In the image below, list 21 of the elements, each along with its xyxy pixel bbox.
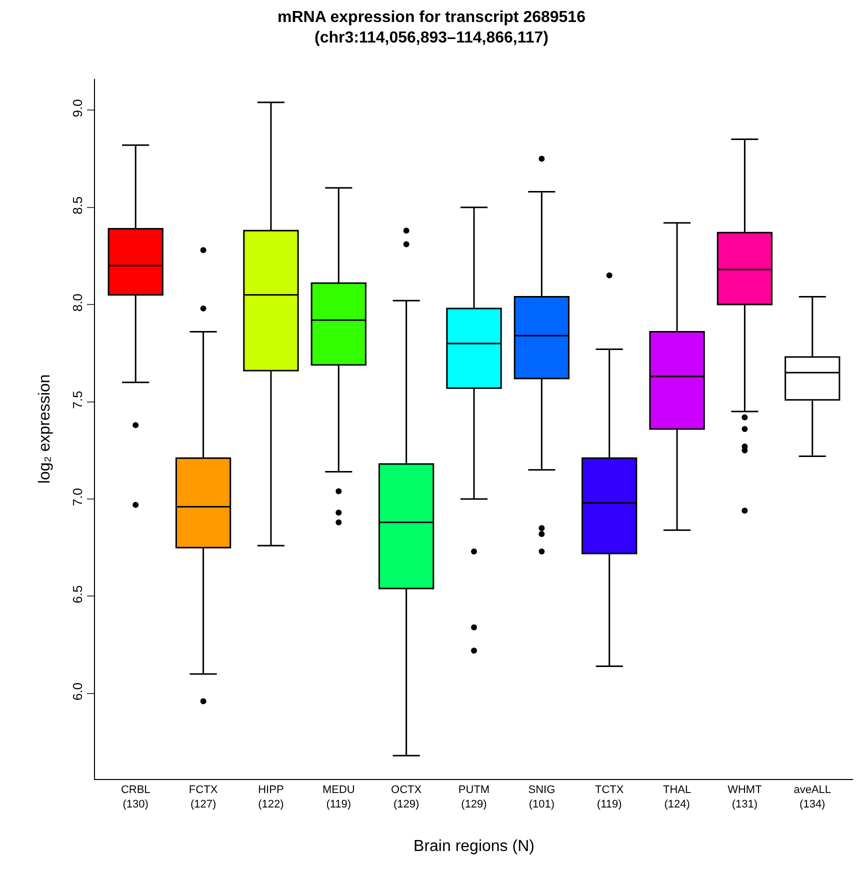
y-axis-title: log₂ expression [36,374,54,484]
x-tick-label: OCTX (129) [391,784,422,810]
y-tick-label: 6.5 [70,585,85,604]
y-tick-label: 8.5 [70,196,85,214]
x-tick-label: FCTX (127) [188,784,218,810]
y-tick-label: 8.0 [70,294,85,312]
y-tick-label: 7.5 [70,390,85,409]
x-tick-label: HIPP (122) [258,784,284,810]
x-tick-label: THAL (124) [662,784,692,810]
x-tick-label: MEDU (119) [322,784,355,810]
x-tick-label: PUTM (129) [458,784,490,810]
x-axis-title: Brain regions (N) [414,838,534,856]
y-tick-label: 9.0 [70,99,85,118]
x-tick-label: aveALL (134) [794,784,832,810]
x-tick-label: CRBL (130) [120,784,150,810]
x-tick-label: TCTX (119) [594,784,624,810]
y-tick-label: 6.0 [70,682,85,701]
y-tick-label: 7.0 [70,488,85,506]
chart-title: mRNA expression for transcript 2689516 (chr3:114,056,893–114,866,117) [278,8,586,47]
x-tick-label: WHMT (131) [728,784,762,810]
x-tick-label: SNIG (101) [528,784,556,810]
